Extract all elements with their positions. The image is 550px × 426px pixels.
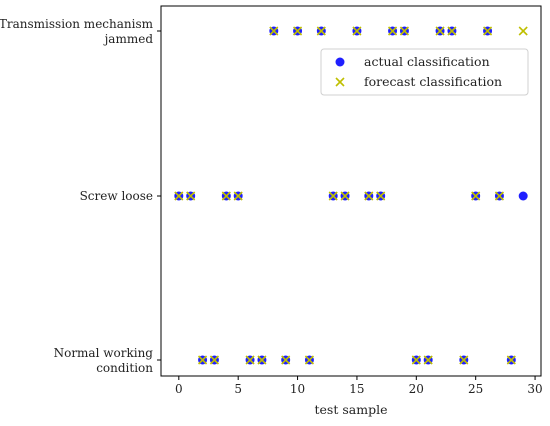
forecast-point bbox=[447, 26, 457, 36]
y-tick-label: condition bbox=[96, 361, 153, 375]
forecast-point bbox=[257, 355, 267, 365]
forecast-point bbox=[506, 355, 516, 365]
forecast-point bbox=[411, 355, 421, 365]
forecast-point bbox=[435, 26, 445, 36]
x-axis-ticks: 0 5 10 15 20 25 30 bbox=[175, 376, 543, 396]
forecast-point bbox=[376, 191, 386, 201]
forecast-point bbox=[340, 191, 350, 201]
forecast-point bbox=[364, 191, 374, 201]
actual-point bbox=[518, 191, 528, 201]
forecast-point bbox=[316, 26, 326, 36]
forecast-point bbox=[269, 26, 279, 36]
forecast-point bbox=[459, 355, 469, 365]
forecast-point bbox=[399, 26, 410, 36]
forecast-point bbox=[292, 26, 303, 36]
forecast-point bbox=[387, 26, 398, 36]
y-tick-label: Screw loose bbox=[80, 189, 153, 203]
forecast-point bbox=[281, 355, 291, 365]
x-tick-label: 10 bbox=[290, 382, 305, 396]
plot-area bbox=[160, 5, 542, 377]
legend: actual classification forecast classifica… bbox=[320, 48, 529, 96]
x-tick-label: 15 bbox=[349, 382, 364, 396]
y-tick-label: jammed bbox=[103, 32, 154, 46]
x-tick-label: 25 bbox=[468, 382, 483, 396]
forecast-point bbox=[494, 191, 505, 201]
y-tick-label: Normal working bbox=[54, 346, 154, 360]
forecast-point bbox=[423, 355, 433, 365]
forecast-point bbox=[221, 191, 231, 201]
legend-x-marker bbox=[335, 77, 345, 87]
legend-label: actual classification bbox=[364, 54, 490, 69]
forecast-point bbox=[471, 191, 481, 201]
forecast-point bbox=[197, 355, 208, 365]
x-tick-label: 0 bbox=[175, 382, 183, 396]
forecast-point bbox=[233, 191, 243, 201]
x-tick-label: 20 bbox=[409, 382, 424, 396]
forecast-point bbox=[209, 355, 220, 365]
forecast-point bbox=[328, 191, 338, 201]
data-markers bbox=[174, 26, 528, 365]
legend-box bbox=[320, 48, 529, 96]
forecast-point bbox=[174, 191, 184, 201]
legend-label: forecast classification bbox=[364, 74, 502, 89]
x-tick-label: 30 bbox=[527, 382, 542, 396]
x-axis-label: test sample bbox=[315, 402, 388, 417]
forecast-point bbox=[304, 355, 315, 365]
forecast-point bbox=[482, 26, 493, 36]
plot-frame bbox=[160, 5, 542, 377]
forecast-point bbox=[352, 26, 362, 36]
forecast-point bbox=[518, 26, 528, 36]
x-tick-label: 5 bbox=[234, 382, 242, 396]
forecast-point bbox=[186, 191, 196, 201]
series-1 bbox=[174, 26, 528, 365]
forecast-point bbox=[245, 355, 255, 365]
legend-circle-marker bbox=[335, 57, 345, 67]
y-tick-label: Transmission mechanism bbox=[0, 17, 154, 31]
